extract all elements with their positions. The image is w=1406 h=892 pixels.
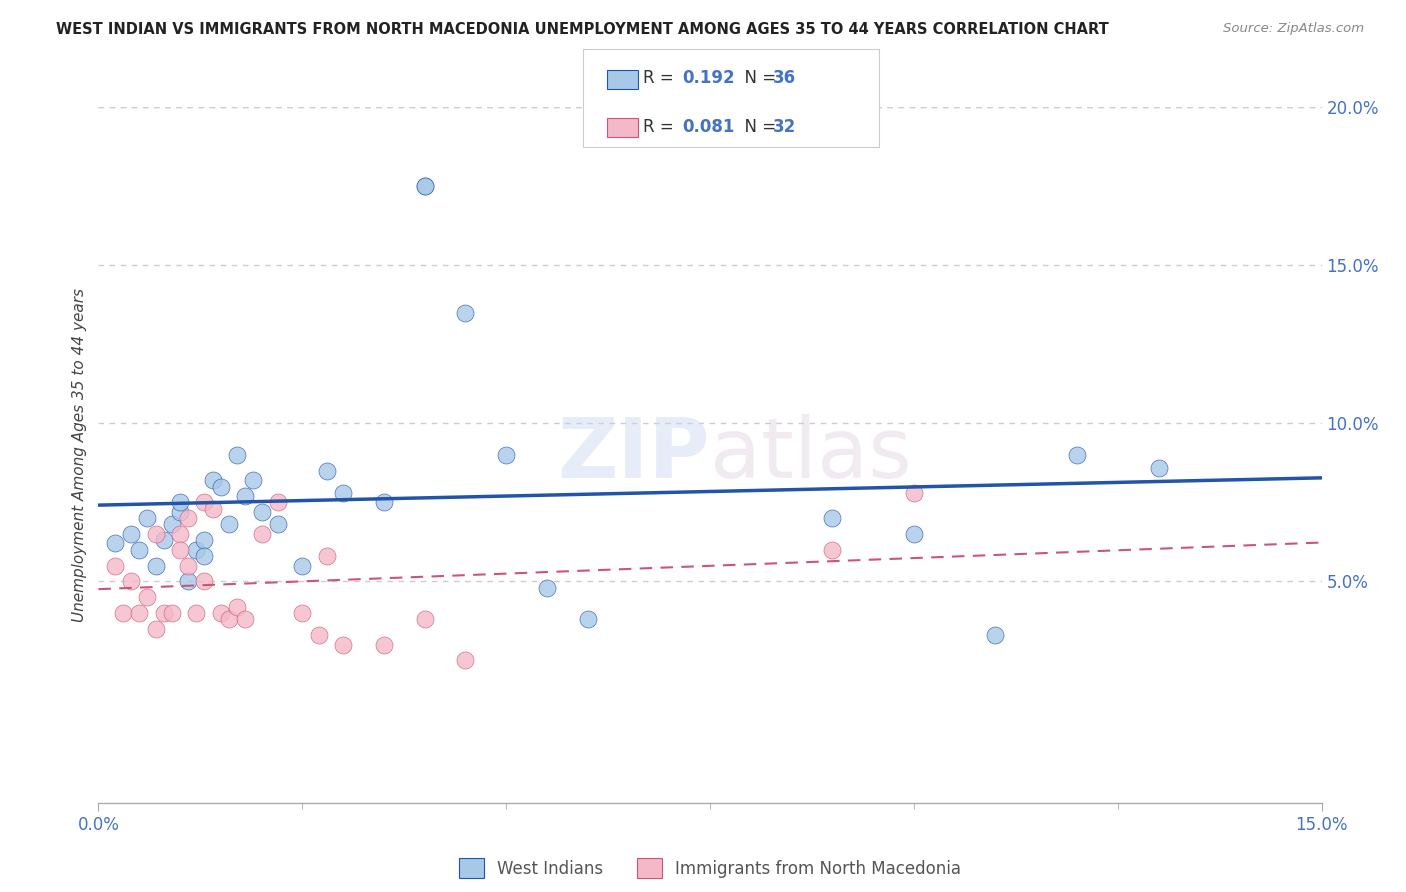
Text: N =: N = [734, 118, 782, 136]
Text: WEST INDIAN VS IMMIGRANTS FROM NORTH MACEDONIA UNEMPLOYMENT AMONG AGES 35 TO 44 : WEST INDIAN VS IMMIGRANTS FROM NORTH MAC… [56, 22, 1109, 37]
Point [250, 505, 273, 519]
Point [536, 581, 558, 595]
Point [821, 542, 844, 557]
Point [218, 612, 240, 626]
Point [267, 495, 290, 509]
Point [128, 606, 150, 620]
Point [193, 549, 215, 563]
Point [136, 591, 159, 605]
Point [152, 606, 174, 620]
Point [332, 486, 354, 500]
Legend: West Indians, Immigrants from North Macedonia: West Indians, Immigrants from North Mace… [453, 851, 967, 885]
Point [454, 653, 477, 667]
Point [120, 527, 142, 541]
Point [186, 542, 208, 557]
Text: N =: N = [734, 70, 782, 87]
Point [120, 574, 142, 589]
Point [315, 549, 337, 563]
Point [152, 533, 174, 548]
Point [169, 505, 191, 519]
Point [177, 558, 200, 573]
Text: ZIP: ZIP [558, 415, 710, 495]
Point [315, 464, 337, 478]
Point [903, 486, 925, 500]
Text: Source: ZipAtlas.com: Source: ZipAtlas.com [1223, 22, 1364, 36]
Point [128, 542, 150, 557]
Point [495, 448, 517, 462]
Point [193, 495, 215, 509]
Point [209, 479, 232, 493]
Point [984, 628, 1007, 642]
Point [104, 536, 127, 550]
Point [821, 511, 844, 525]
Point [111, 606, 134, 620]
Point [145, 558, 167, 573]
Point [160, 606, 183, 620]
Point [226, 448, 249, 462]
Point [104, 558, 127, 573]
Point [267, 517, 290, 532]
Text: 36: 36 [773, 70, 796, 87]
Point [177, 511, 200, 525]
Text: 0.081: 0.081 [682, 118, 734, 136]
Point [291, 606, 314, 620]
Point [242, 473, 264, 487]
Point [291, 558, 314, 573]
Point [160, 517, 183, 532]
Y-axis label: Unemployment Among Ages 35 to 44 years: Unemployment Among Ages 35 to 44 years [72, 288, 87, 622]
Point [413, 179, 436, 194]
Point [454, 305, 477, 319]
Point [145, 527, 167, 541]
Point [201, 473, 224, 487]
Text: R =: R = [643, 118, 679, 136]
Text: atlas: atlas [710, 415, 911, 495]
Point [332, 638, 354, 652]
Point [250, 527, 273, 541]
Point [136, 511, 159, 525]
Point [145, 622, 167, 636]
Point [1147, 460, 1170, 475]
Point [903, 527, 925, 541]
Point [226, 599, 249, 614]
Point [373, 638, 395, 652]
Point [169, 542, 191, 557]
Point [218, 517, 240, 532]
Text: R =: R = [643, 70, 679, 87]
Text: 0.192: 0.192 [682, 70, 734, 87]
Point [193, 533, 215, 548]
Point [413, 612, 436, 626]
Point [209, 606, 232, 620]
Point [169, 495, 191, 509]
Point [169, 527, 191, 541]
Point [193, 574, 215, 589]
Point [201, 501, 224, 516]
Point [576, 612, 599, 626]
Point [308, 628, 330, 642]
Point [186, 606, 208, 620]
Point [413, 179, 436, 194]
Text: 32: 32 [773, 118, 797, 136]
Point [233, 489, 256, 503]
Point [233, 612, 256, 626]
Point [177, 574, 200, 589]
Point [1066, 448, 1088, 462]
Point [373, 495, 395, 509]
